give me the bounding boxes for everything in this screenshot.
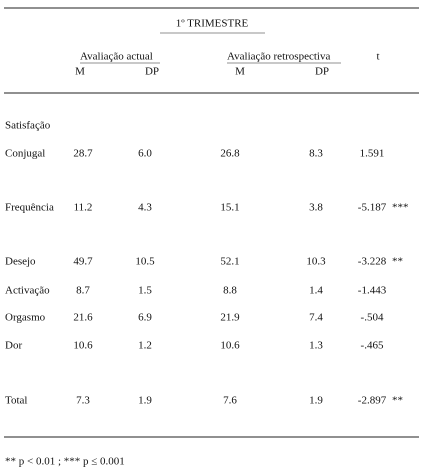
cell: 1.9 bbox=[309, 395, 323, 407]
cell: 8.7 bbox=[76, 285, 90, 297]
cell: 10.5 bbox=[135, 256, 155, 268]
cell: 1.2 bbox=[138, 340, 152, 352]
cell: 10.6 bbox=[73, 340, 93, 352]
cell: 3.8 bbox=[309, 202, 323, 214]
t-header: t bbox=[376, 51, 379, 63]
row-label: Satisfação bbox=[5, 120, 51, 132]
cell: 8.8 bbox=[223, 285, 237, 297]
row-label: Desejo bbox=[5, 256, 36, 268]
row-label: Conjugal bbox=[5, 148, 45, 160]
group-header: Avaliação retrospectiva bbox=[227, 51, 330, 63]
cell: 7.4 bbox=[309, 312, 323, 324]
row-label: Orgasmo bbox=[5, 312, 46, 324]
cell: 1.5 bbox=[138, 285, 152, 297]
cell: 7.3 bbox=[76, 395, 90, 407]
footnote: ** p < 0.01 ; *** p ≤ 0.001 bbox=[5, 456, 125, 468]
subheader: DP bbox=[145, 66, 159, 78]
cell: 6.0 bbox=[138, 148, 152, 160]
cell: 4.3 bbox=[138, 202, 152, 214]
cell: -1.443 bbox=[358, 285, 387, 297]
cell: 15.1 bbox=[220, 202, 239, 214]
cell: 28.7 bbox=[73, 148, 93, 160]
row-label: Total bbox=[5, 395, 27, 407]
cell: 10.3 bbox=[306, 256, 326, 268]
cell: 52.1 bbox=[220, 256, 239, 268]
title: 1º TRIMESTRE bbox=[176, 18, 249, 30]
cell: 10.6 bbox=[220, 340, 240, 352]
cell: 11.2 bbox=[74, 202, 93, 214]
cell: *** bbox=[392, 202, 409, 214]
cell: ** bbox=[392, 395, 403, 407]
cell: ** bbox=[392, 256, 403, 268]
cell: -5.187 bbox=[358, 202, 387, 214]
cell: 6.9 bbox=[138, 312, 152, 324]
cell: 21.9 bbox=[220, 312, 240, 324]
cell: 26.8 bbox=[220, 148, 240, 160]
cell: -.504 bbox=[361, 312, 384, 324]
cell: 1.591 bbox=[360, 148, 385, 160]
cell: 1.3 bbox=[309, 340, 323, 352]
cell: -2.897 bbox=[358, 395, 387, 407]
row-label: Activação bbox=[5, 285, 50, 297]
cell: 8.3 bbox=[309, 148, 323, 160]
subheader: DP bbox=[315, 66, 329, 78]
group-header: Avaliação actual bbox=[80, 51, 153, 63]
subheader: M bbox=[235, 66, 245, 78]
row-label: Frequência bbox=[5, 202, 54, 214]
cell: 21.6 bbox=[73, 312, 93, 324]
cell: -.465 bbox=[361, 340, 384, 352]
cell: 1.9 bbox=[138, 395, 152, 407]
subheader: M bbox=[75, 66, 85, 78]
row-label: Dor bbox=[5, 340, 22, 352]
cell: 1.4 bbox=[309, 285, 323, 297]
cell: 7.6 bbox=[223, 395, 237, 407]
cell: -3.228 bbox=[358, 256, 387, 268]
cell: 49.7 bbox=[73, 256, 93, 268]
